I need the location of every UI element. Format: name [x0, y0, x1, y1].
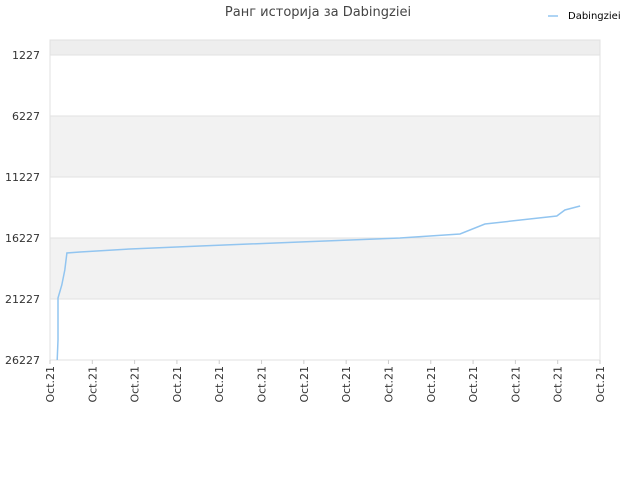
y-tick-label: 21227 — [5, 293, 40, 306]
x-tick-label: Oct.21 — [44, 366, 57, 403]
x-tick-label: Oct.21 — [340, 366, 353, 403]
x-tick-label: Oct.21 — [298, 366, 311, 403]
x-tick-label: Oct.21 — [594, 366, 607, 403]
y-tick-label: 6227 — [12, 110, 40, 123]
x-tick-label: Oct.21 — [129, 366, 142, 403]
y-tick-label: 16227 — [5, 232, 40, 245]
line — [56, 205, 581, 361]
y-tick-label: 26227 — [5, 354, 40, 367]
x-tick-label: Oct.21 — [256, 366, 269, 403]
x-tick-label: Oct.21 — [425, 366, 438, 403]
plot-band — [50, 115, 600, 177]
x-tick-label: Oct.21 — [382, 366, 395, 403]
y-tick-label: 1227 — [12, 49, 40, 62]
plot-band — [50, 237, 600, 299]
x-tick-label: Oct.21 — [552, 366, 565, 403]
legend-label: Dabingziei — [568, 11, 621, 22]
plot-band — [50, 40, 600, 55]
chart-title: Ранг историја за Dabingziei — [225, 5, 411, 20]
x-tick-label: Oct.21 — [171, 366, 184, 403]
x-tick-label: Oct.21 — [213, 366, 226, 403]
x-tick-label: Oct.21 — [467, 366, 480, 403]
x-tick-label: Oct.21 — [509, 366, 522, 403]
plot-border — [49, 39, 601, 361]
x-tick-label: Oct.21 — [86, 366, 99, 403]
y-tick-label: 11227 — [5, 171, 40, 184]
